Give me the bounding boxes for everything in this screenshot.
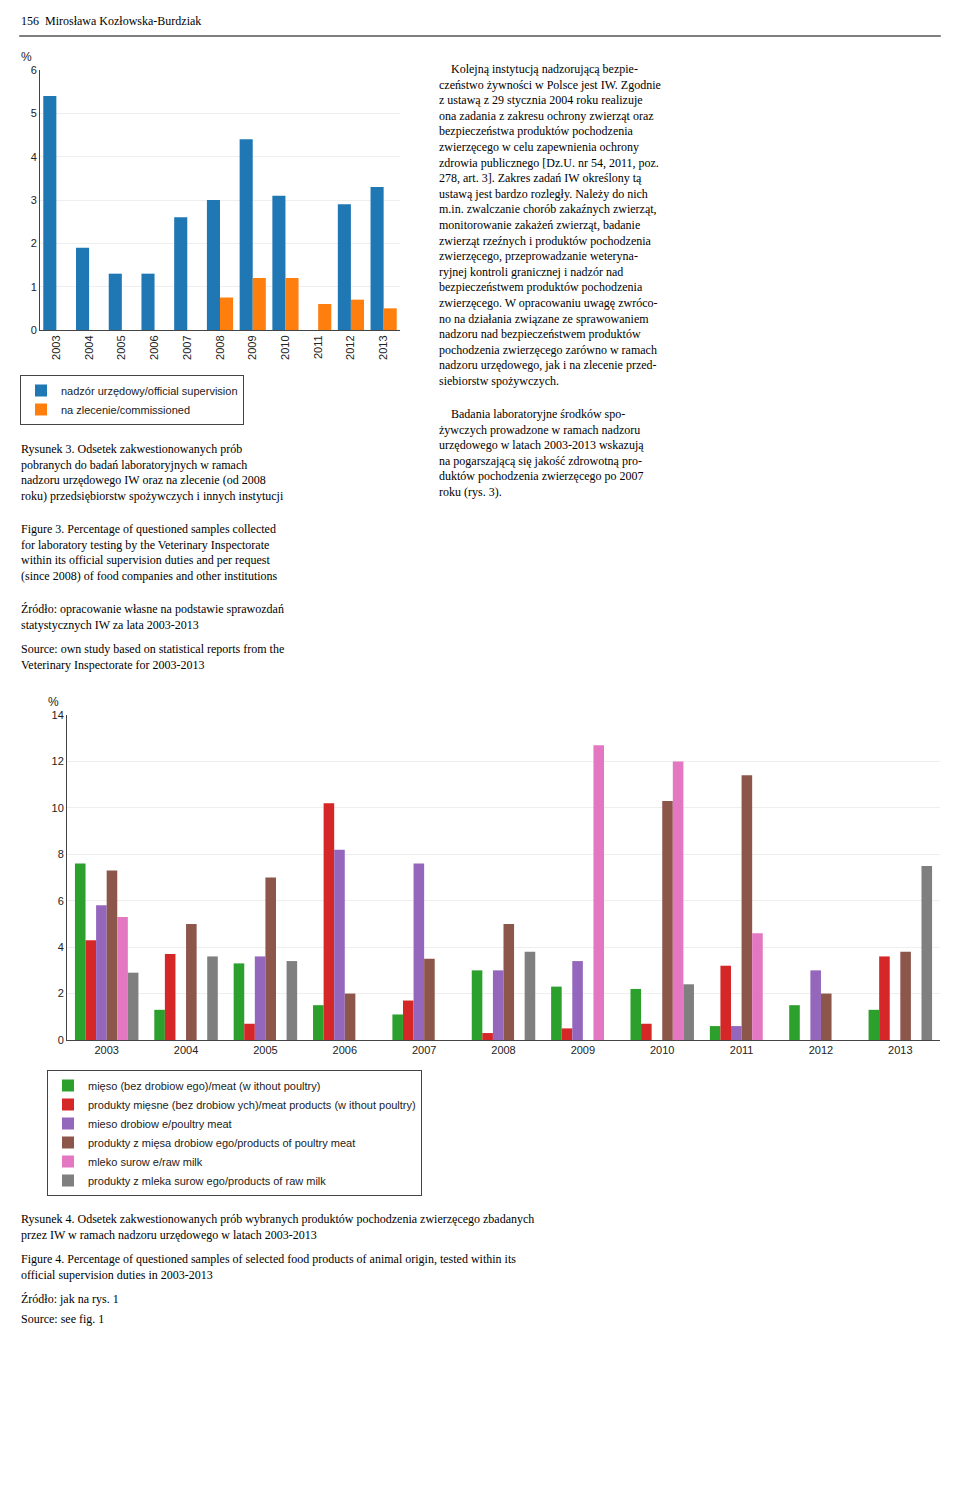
svg-text:2: 2 xyxy=(31,237,37,249)
svg-text:156 Mirosława Kozłowska-Burdz: 156 Mirosława Kozłowska-Burdziak xyxy=(21,14,201,28)
svg-text:Rysunek 3. Odsetek zakwestiono: Rysunek 3. Odsetek zakwestionowanych pró… xyxy=(21,442,284,503)
svg-text:2013: 2013 xyxy=(888,1044,912,1056)
svg-text:2003: 2003 xyxy=(94,1044,118,1056)
svg-text:na zlecenie/commissioned: na zlecenie/commissioned xyxy=(61,404,190,416)
svg-text:Source: own study based on sta: Source: own study based on statistical r… xyxy=(21,642,284,672)
svg-text:10: 10 xyxy=(52,802,64,814)
svg-text:nadzór urzędowy/official super: nadzór urzędowy/official supervision xyxy=(61,385,238,397)
svg-text:Kolejną instytucją nadzorującą: Kolejną instytucją nadzorującą bezpie-cz… xyxy=(439,62,661,388)
svg-text:mleko surow e/raw milk: mleko surow e/raw milk xyxy=(88,1156,203,1168)
svg-text:14: 14 xyxy=(52,709,64,721)
svg-text:2013: 2013 xyxy=(377,335,389,359)
svg-text:Źródło: jak na rys. 1: Źródło: jak na rys. 1 xyxy=(21,1292,119,1306)
svg-text:8: 8 xyxy=(58,848,64,860)
svg-text:2005: 2005 xyxy=(253,1044,277,1056)
svg-text:2006: 2006 xyxy=(148,335,160,359)
svg-text:2011: 2011 xyxy=(730,1044,754,1056)
svg-text:Figure 4. Percentage of questi: Figure 4. Percentage of questioned sampl… xyxy=(21,1252,516,1282)
svg-text:produkty mięsne (bez drobiow y: produkty mięsne (bez drobiow ych)/meat p… xyxy=(88,1099,416,1111)
svg-text:4: 4 xyxy=(31,151,37,163)
svg-text:%: % xyxy=(21,50,32,64)
svg-text:6: 6 xyxy=(58,895,64,907)
svg-text:0: 0 xyxy=(31,324,37,336)
svg-text:2008: 2008 xyxy=(214,335,226,359)
svg-text:2009: 2009 xyxy=(246,335,258,359)
svg-text:2003: 2003 xyxy=(50,335,62,359)
svg-text:3: 3 xyxy=(31,194,37,206)
svg-text:5: 5 xyxy=(31,107,37,119)
svg-text:Source: see fig. 1: Source: see fig. 1 xyxy=(21,1312,104,1326)
svg-text:6: 6 xyxy=(31,64,37,76)
svg-text:2007: 2007 xyxy=(181,335,193,359)
svg-text:2: 2 xyxy=(58,987,64,999)
svg-text:mięso (bez drobiow ego)/meat (: mięso (bez drobiow ego)/meat (w ithout p… xyxy=(88,1080,320,1092)
svg-text:produkty z mleka surow ego/pro: produkty z mleka surow ego/products of r… xyxy=(88,1175,326,1187)
svg-text:2011: 2011 xyxy=(312,335,324,359)
svg-text:12: 12 xyxy=(52,755,64,767)
svg-text:2012: 2012 xyxy=(344,335,356,359)
svg-text:Rysunek 4. Odsetek zakwestiono: Rysunek 4. Odsetek zakwestionowanych pró… xyxy=(21,1212,534,1242)
svg-text:mieso drobiow e/poultry meat: mieso drobiow e/poultry meat xyxy=(88,1118,232,1130)
svg-text:2012: 2012 xyxy=(809,1044,833,1056)
svg-text:2004: 2004 xyxy=(174,1044,198,1056)
svg-text:Figure 3. Percentage of questi: Figure 3. Percentage of questioned sampl… xyxy=(21,522,278,583)
svg-text:0: 0 xyxy=(58,1034,64,1046)
svg-text:2005: 2005 xyxy=(115,335,127,359)
svg-text:2007: 2007 xyxy=(412,1044,436,1056)
svg-text:2010: 2010 xyxy=(279,335,291,359)
svg-text:2006: 2006 xyxy=(333,1044,357,1056)
svg-text:produkty z mięsa drobiow ego/p: produkty z mięsa drobiow ego/products of… xyxy=(88,1137,355,1149)
svg-text:Badania laboratoryjne środków: Badania laboratoryjne środków spo-żywczy… xyxy=(439,407,644,499)
svg-text:2009: 2009 xyxy=(571,1044,595,1056)
svg-text:1: 1 xyxy=(31,281,37,293)
svg-text:4: 4 xyxy=(58,941,64,953)
svg-text:2008: 2008 xyxy=(491,1044,515,1056)
svg-text:%: % xyxy=(48,695,59,709)
svg-text:2004: 2004 xyxy=(83,335,95,359)
svg-text:Źródło: opracowanie własne na: Źródło: opracowanie własne na podstawie … xyxy=(21,602,284,632)
svg-text:2010: 2010 xyxy=(650,1044,674,1056)
